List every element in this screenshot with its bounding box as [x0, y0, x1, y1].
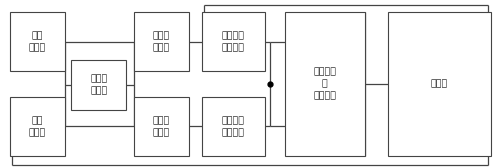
Text: 第二模
拟开关: 第二模 拟开关 [153, 31, 170, 52]
Bar [10, 12, 65, 71]
Bar [285, 12, 365, 156]
Text: 第二
换能器: 第二 换能器 [29, 116, 46, 137]
Text: 超声波发
送
计时电路: 超声波发 送 计时电路 [313, 68, 336, 100]
Text: 第三模
拟开关: 第三模 拟开关 [153, 116, 170, 137]
Bar [202, 97, 265, 156]
Bar [202, 12, 265, 71]
Bar [134, 97, 189, 156]
Bar [134, 12, 189, 71]
Bar [388, 12, 491, 156]
Text: 第一
换能器: 第一 换能器 [29, 31, 46, 52]
Text: 单片机: 单片机 [430, 79, 448, 89]
Text: 第一模
拟开关: 第一模 拟开关 [90, 74, 107, 95]
Bar [10, 97, 65, 156]
Bar [71, 60, 127, 110]
Text: 第一信号
调理电路: 第一信号 调理电路 [222, 31, 244, 52]
Text: 第二信号
调理电路: 第二信号 调理电路 [222, 116, 244, 137]
